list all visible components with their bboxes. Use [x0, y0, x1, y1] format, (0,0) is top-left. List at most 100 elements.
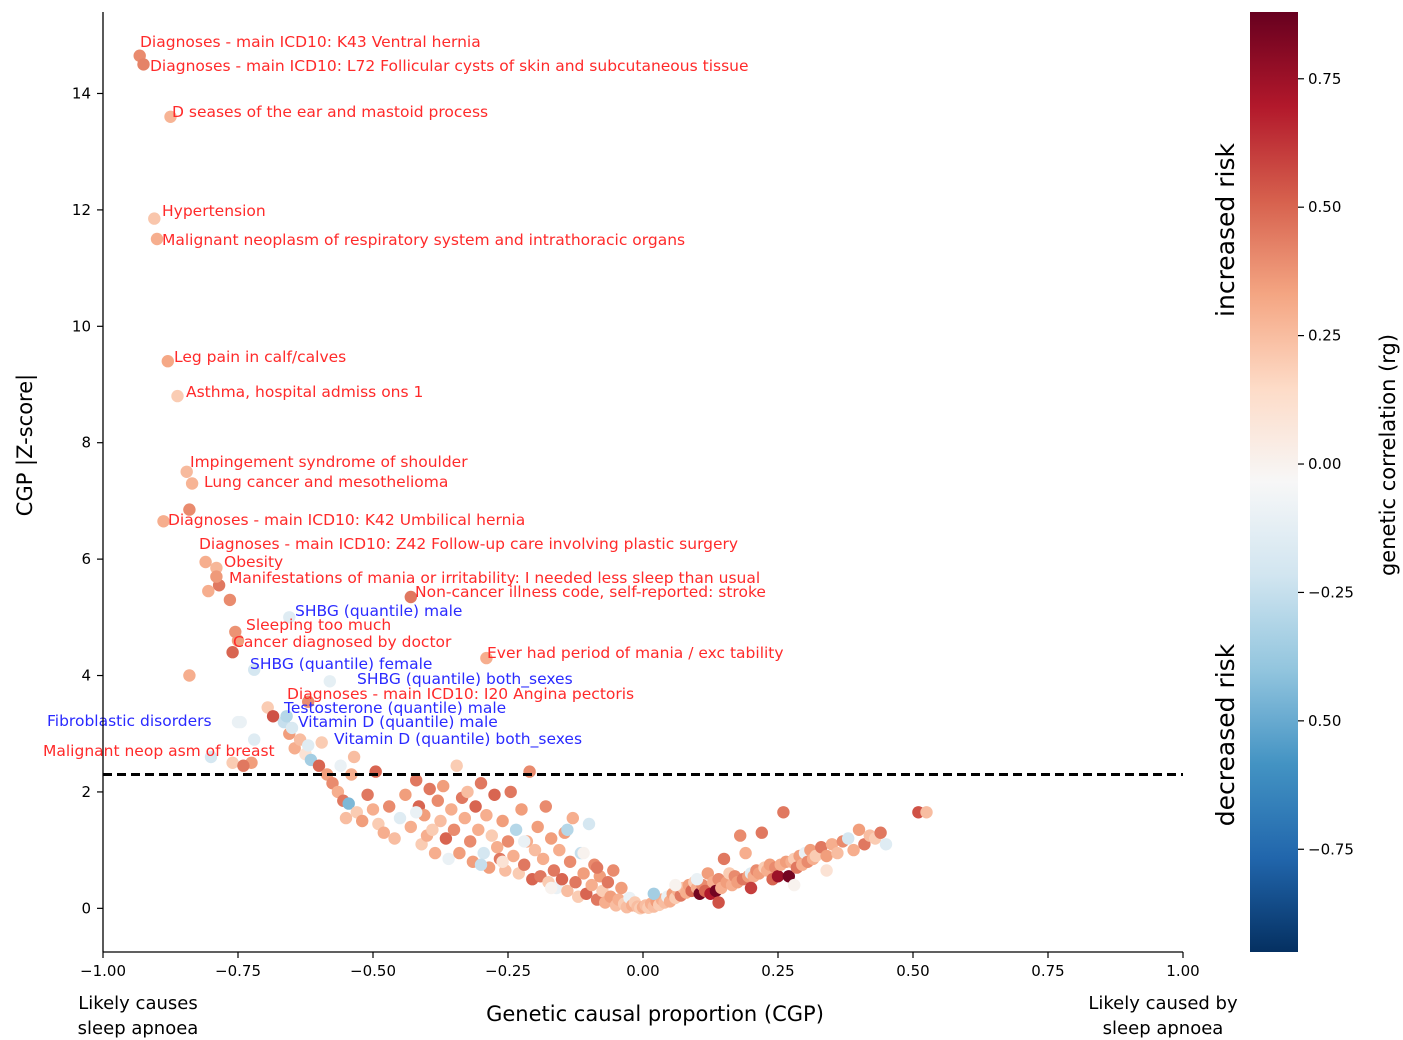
colorbar-tick-label: −0.75 [1308, 840, 1354, 858]
left-note-line2: sleep apnoea [78, 1018, 199, 1039]
scatter-point [515, 803, 528, 816]
scatter-point [539, 800, 552, 813]
right-note-line2: sleep apnoea [1103, 1018, 1224, 1039]
scatter-point [472, 823, 485, 836]
annotation-label: Lung cancer and mesothelioma [204, 473, 448, 491]
scatter-point [423, 782, 436, 796]
scatter-point [410, 774, 423, 787]
scatter-point [474, 858, 488, 871]
annotation-label: Sleeping too much [246, 616, 391, 634]
annotated-point [480, 651, 493, 665]
scatter-point [582, 817, 596, 831]
annotation-label: Diagnoses - main ICD10: K42 Umbilical he… [168, 511, 525, 529]
scatter-point [531, 820, 544, 834]
scatter-point [437, 779, 450, 793]
scatter-point [563, 855, 577, 868]
data-points [133, 49, 933, 915]
scatter-point [607, 864, 620, 877]
scatter-point [431, 794, 444, 807]
scatter-point [488, 788, 501, 801]
scatter-point [874, 826, 887, 839]
scatter-point [266, 710, 280, 723]
axes: −1.00 −0.75 −0.50 −0.25 0.00 0.25 0.50 0.75 1.00… [13, 12, 1238, 1039]
y-tick-label: 0 [81, 899, 91, 917]
annotated-point [210, 561, 223, 575]
colorbar-tick-label: −0.25 [1308, 583, 1354, 601]
scatter-point [496, 855, 509, 868]
annotated-point [164, 110, 177, 124]
annotation-label: Diagnoses - main ICD10: L72 Follicular c… [150, 57, 749, 75]
scatter-point [442, 852, 455, 866]
annotation-label: D seases of the ear and mastoid process [172, 103, 488, 121]
x-tick-label: −0.75 [215, 962, 261, 980]
scatter-point [183, 669, 196, 682]
x-tick-label: 0.25 [761, 962, 794, 980]
annotated-point [248, 663, 261, 676]
annotated-point [150, 232, 164, 246]
annotation-label: Fibroblastic disorders [47, 712, 212, 730]
scatter-point [852, 823, 866, 836]
scatter-point [561, 884, 574, 898]
scatter-point [566, 811, 579, 825]
scatter-point [831, 846, 844, 860]
annotation-label: Vitamin D (quantile) male [298, 713, 498, 731]
scatter-point [339, 811, 353, 825]
x-tick-label: 1.00 [1166, 962, 1199, 980]
scatter-point [879, 838, 893, 851]
annotation-label: Vitamin D (quantile) both_sexes [334, 730, 582, 749]
scatter-point [248, 733, 261, 746]
annotation-label: Asthma, hospital admiss ons 1 [186, 383, 423, 401]
scatter-point [615, 881, 628, 895]
y-tick-label: 10 [72, 317, 91, 335]
annotation-label: Non-cancer illness code, self-reported: … [415, 583, 766, 601]
y-axis-title: CGP |Z-score| [13, 374, 38, 516]
y-tick-label: 12 [72, 201, 91, 219]
scatter-point [393, 811, 407, 825]
scatter-point [647, 887, 660, 900]
x-tick-label: 0.00 [626, 962, 659, 980]
scatter-point [561, 823, 574, 836]
scatter-point [842, 832, 855, 845]
x-tick-label: 0.75 [1031, 962, 1064, 980]
x-tick-label: −0.50 [350, 962, 396, 980]
annotation-label: Cancer diagnosed by doctor [233, 633, 452, 651]
scatter-point [345, 768, 358, 781]
annotated-point [157, 515, 170, 528]
scatter-point [439, 832, 453, 845]
scatter-point [388, 832, 401, 845]
annotation-label: Obesity [224, 553, 283, 571]
annotated-point [161, 355, 174, 368]
scatter-point [334, 759, 347, 772]
scatter-point [744, 881, 758, 895]
annotations: Diagnoses - main ICD10: K43 Ventral hern… [43, 33, 784, 760]
annotated-point [285, 721, 299, 735]
annotation-label: Diagnoses - main ICD10: K43 Ventral hern… [140, 33, 481, 51]
scatter-point [480, 809, 493, 822]
scatter-point [377, 826, 390, 839]
scatter-point [434, 814, 447, 828]
scatter-point [383, 800, 396, 813]
annotated-point [283, 611, 296, 624]
annotated-point [226, 646, 239, 659]
left-note-line1: Likely causes [78, 993, 197, 1014]
annotated-point [180, 465, 193, 478]
colorbar-tick-label: 0.25 [1308, 327, 1341, 345]
scatter-point [342, 797, 355, 810]
colorbar-gradient [1250, 12, 1298, 952]
scatter-point [920, 806, 933, 819]
annotated-point [199, 555, 212, 569]
colorbar-tick-label: 0.00 [1308, 455, 1341, 473]
scatter-point [450, 759, 463, 772]
x-tick-label: 0.50 [896, 962, 929, 980]
scatter-point [464, 835, 477, 848]
scatter-point [361, 788, 374, 801]
scatter-point [518, 835, 531, 848]
x-axis-title: Genetic causal proportion (CGP) [486, 1002, 824, 1026]
scatter-point [183, 503, 196, 516]
annotated-point [231, 715, 245, 729]
scatter-point [788, 878, 801, 892]
annotated-point [302, 739, 315, 752]
x-tick-label: −1.00 [80, 962, 126, 980]
annotation-label: Malignant neop asm of breast [43, 742, 275, 760]
